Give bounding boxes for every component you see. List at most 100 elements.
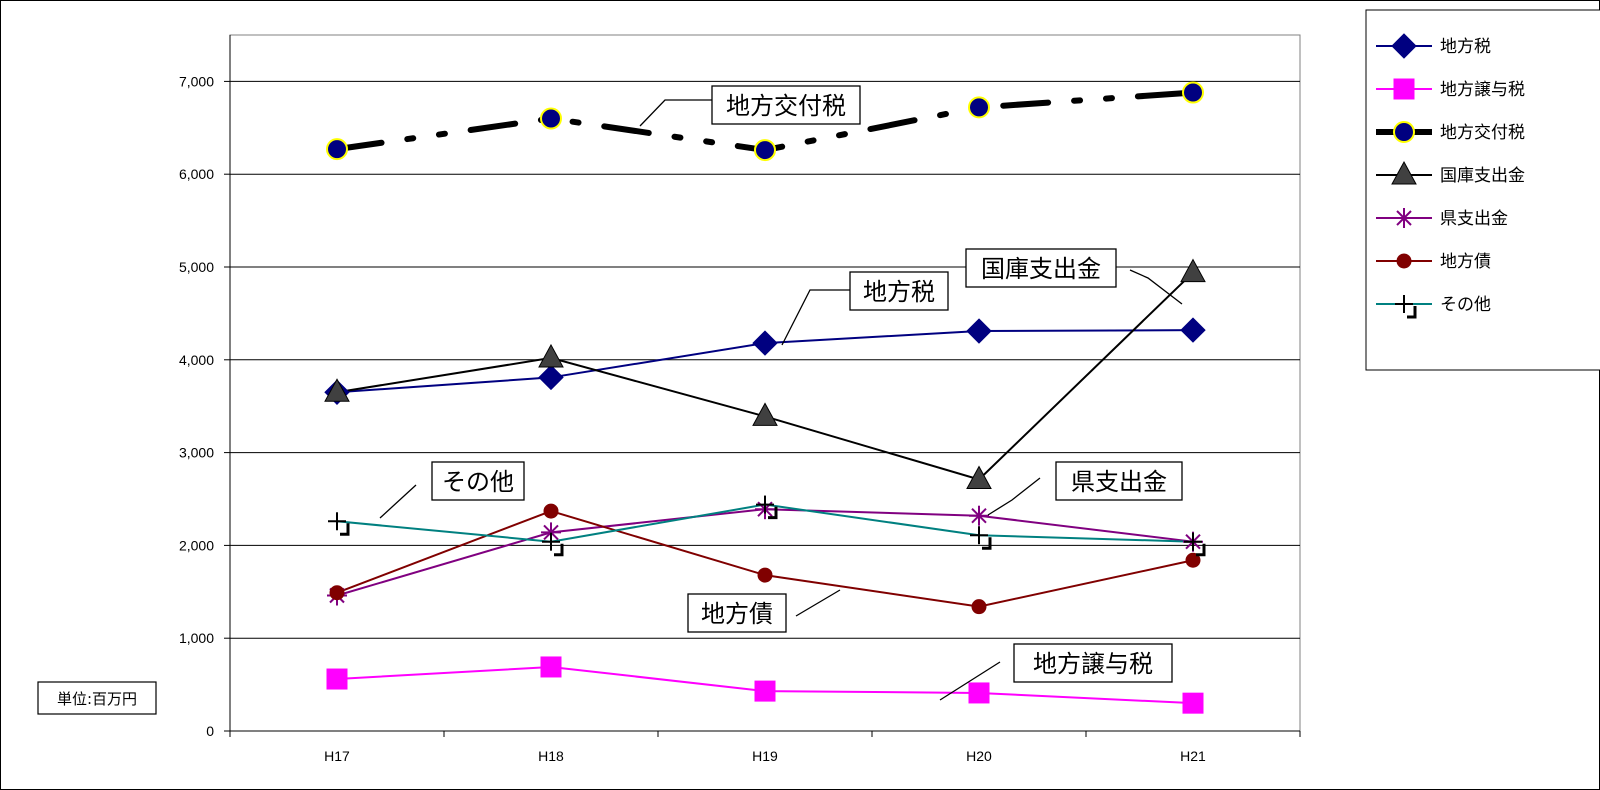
callout-3: 地方税 xyxy=(781,271,949,346)
callout-leader xyxy=(795,589,841,617)
legend-item-3: 地方交付税 xyxy=(1376,121,1525,143)
callout-leader xyxy=(987,477,1041,516)
data-point xyxy=(328,512,350,536)
plus-shadow xyxy=(1407,306,1417,319)
data-point xyxy=(543,503,559,519)
legend-label: 地方債 xyxy=(1440,252,1491,272)
legend-marker xyxy=(1395,295,1417,319)
y-tick-label: 0 xyxy=(206,723,214,739)
legend-item-4: 国庫支出金 xyxy=(1376,160,1525,186)
callout-leader xyxy=(781,289,850,346)
callout-7: 地方譲与税 xyxy=(939,643,1173,701)
unit-label-frame xyxy=(37,681,157,715)
callout-box xyxy=(431,461,525,501)
series-layer xyxy=(324,81,1206,714)
y-tick-label: 6,000 xyxy=(179,166,214,182)
asterisk-stroke xyxy=(543,524,559,541)
asterisk-stroke xyxy=(971,507,987,524)
unit-label-box: 単位:百万円 xyxy=(37,681,157,715)
data-point xyxy=(329,585,345,601)
asterisk-stroke xyxy=(1396,210,1412,226)
data-point xyxy=(969,505,989,526)
data-point xyxy=(754,139,776,162)
data-point xyxy=(968,96,990,119)
callout-leader xyxy=(639,99,712,127)
data-point xyxy=(1180,258,1206,283)
y-tick-label: 1,000 xyxy=(179,630,214,646)
legend-item-2: 地方譲与税 xyxy=(1376,78,1525,100)
data-point xyxy=(542,532,564,557)
plus-shadow xyxy=(768,506,778,520)
legend-item-6: 地方債 xyxy=(1376,252,1491,272)
plus-shadow xyxy=(340,523,350,536)
legend-label: 県支出金 xyxy=(1440,209,1508,229)
data-point xyxy=(752,330,778,356)
data-point xyxy=(971,599,987,615)
data-point xyxy=(756,495,778,520)
callout-box xyxy=(1013,643,1173,683)
series-7-markers xyxy=(328,495,1206,557)
data-point xyxy=(326,668,348,690)
legend-label: 地方交付税 xyxy=(1440,123,1525,143)
legend-marker xyxy=(1391,160,1417,185)
x-tick-label: H21 xyxy=(1180,748,1206,764)
x-tick-label: H20 xyxy=(966,748,992,764)
callout-4: その他 xyxy=(379,461,525,519)
data-point xyxy=(540,656,562,678)
callout-label: 国庫支出金 xyxy=(981,255,1101,283)
callout-box xyxy=(711,85,861,125)
plus-shadow xyxy=(982,537,992,550)
legend-label: 地方税 xyxy=(1440,37,1491,57)
callout-label: 県支出金 xyxy=(1071,468,1167,496)
callout-box xyxy=(687,593,787,633)
legend-item-1: 地方税 xyxy=(1376,33,1491,59)
data-point xyxy=(1182,81,1204,104)
data-point xyxy=(324,378,350,402)
data-point xyxy=(752,402,778,426)
callout-leader xyxy=(379,484,417,519)
legend-label: 国庫支出金 xyxy=(1440,166,1525,186)
grid-lines xyxy=(230,80,1300,639)
legend-box xyxy=(1365,9,1600,371)
callout-box xyxy=(849,271,949,311)
data-point xyxy=(1180,317,1206,343)
series-4-markers xyxy=(324,258,1206,490)
legend-marker xyxy=(1393,78,1415,100)
callout-leader xyxy=(939,661,1001,701)
legend-label: その他 xyxy=(1440,295,1491,315)
callout-box xyxy=(1055,461,1183,501)
callout-label: 地方税 xyxy=(863,278,935,306)
data-point xyxy=(966,318,992,344)
x-tick-label: H17 xyxy=(324,748,350,764)
unit-label: 単位:百万円 xyxy=(57,690,137,708)
series-2-markers xyxy=(326,656,1204,714)
data-point xyxy=(966,465,992,490)
callout-label: 地方譲与税 xyxy=(1033,650,1153,678)
callout-label: その他 xyxy=(442,468,514,496)
series-3-markers xyxy=(326,81,1204,162)
data-point xyxy=(1184,532,1206,557)
legend-marker xyxy=(1393,121,1415,143)
x-tick-label: H19 xyxy=(752,748,778,764)
y-tick-label: 7,000 xyxy=(179,73,214,89)
legend-item-7: その他 xyxy=(1376,295,1491,319)
data-point xyxy=(326,138,348,161)
callout-5: 県支出金 xyxy=(987,461,1183,516)
plus-shadow xyxy=(554,543,564,557)
data-point xyxy=(1182,692,1204,714)
data-point xyxy=(538,364,564,391)
data-point xyxy=(757,567,773,583)
x-tick-label: H18 xyxy=(538,748,564,764)
callout-label: 地方交付税 xyxy=(726,92,846,120)
callout-leader xyxy=(1129,269,1183,305)
data-point xyxy=(540,107,562,130)
legend-label: 地方譲与税 xyxy=(1440,80,1525,100)
axes: 0 1,000 2,000 3,000 4,000 5,000 6,000 7,000 H17 H… xyxy=(179,35,1301,764)
callout-2: 国庫支出金 xyxy=(965,248,1183,305)
series-6-markers xyxy=(329,503,1201,615)
data-point xyxy=(538,343,564,368)
